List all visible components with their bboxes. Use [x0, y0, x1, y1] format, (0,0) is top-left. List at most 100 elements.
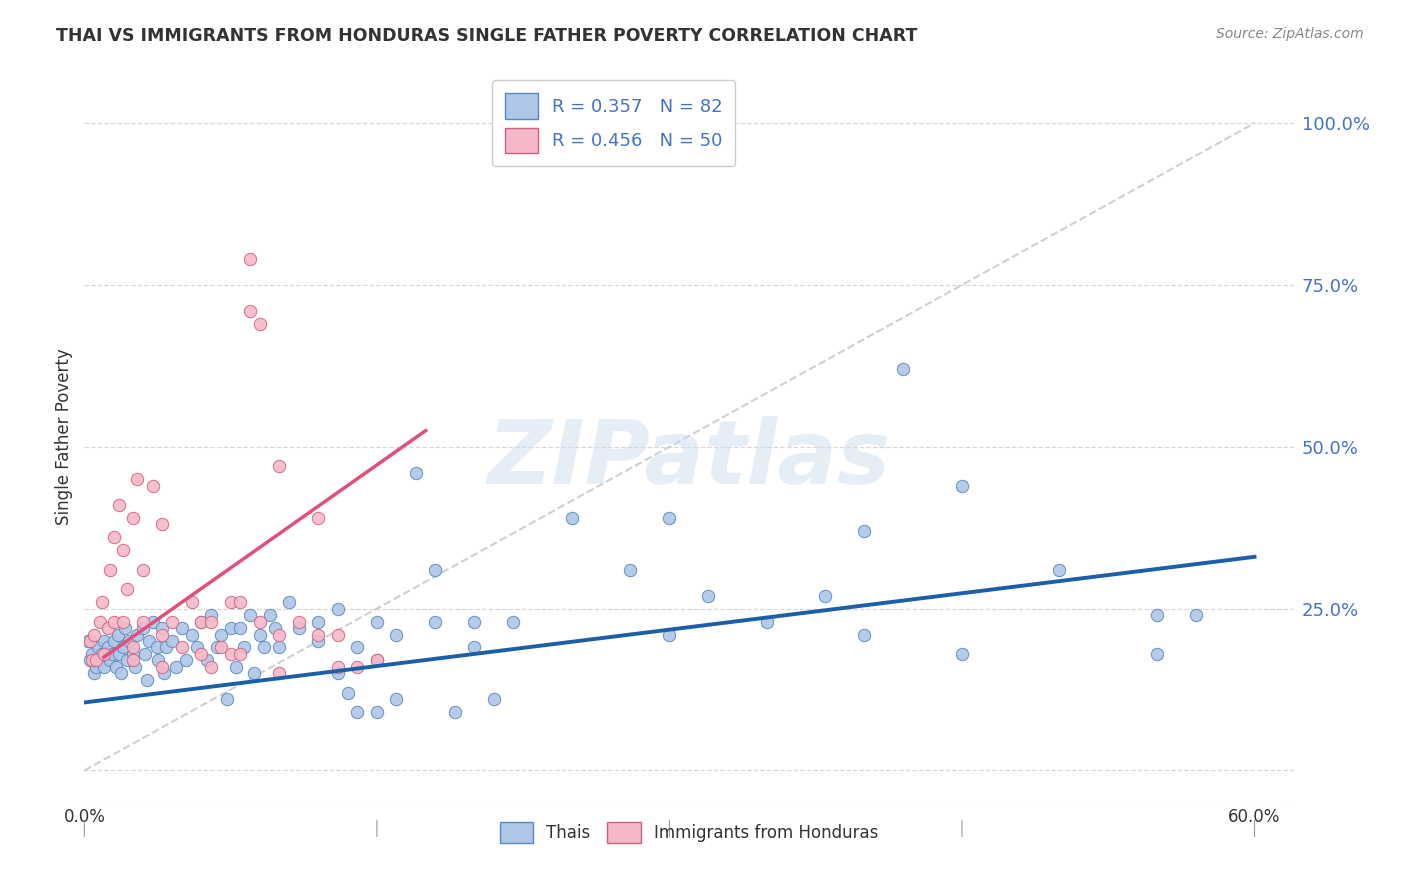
Point — [148, 653, 170, 667]
Point — [153, 666, 176, 681]
Point — [195, 653, 218, 667]
Point — [326, 601, 349, 615]
Point — [239, 608, 262, 623]
Point — [112, 640, 135, 655]
Point — [93, 660, 115, 674]
Point — [190, 615, 212, 629]
Point — [150, 627, 173, 641]
Point — [122, 647, 145, 661]
Point — [180, 627, 202, 641]
Point — [142, 478, 165, 492]
Point — [215, 692, 238, 706]
Point — [853, 524, 876, 538]
Point — [160, 615, 183, 629]
Point — [97, 621, 120, 635]
Point — [1185, 608, 1208, 623]
Point — [138, 634, 160, 648]
Y-axis label: Single Father Poverty: Single Father Poverty — [55, 349, 73, 525]
Point — [89, 653, 111, 667]
Point — [619, 563, 641, 577]
Point — [104, 660, 127, 674]
Point — [122, 511, 145, 525]
Point — [124, 660, 146, 674]
Point — [90, 647, 112, 661]
Point — [366, 615, 388, 629]
Point — [385, 692, 408, 706]
Point — [125, 472, 148, 486]
Text: THAI VS IMMIGRANTS FROM HONDURAS SINGLE FATHER POVERTY CORRELATION CHART: THAI VS IMMIGRANTS FROM HONDURAS SINGLE … — [56, 27, 918, 45]
Point — [269, 640, 291, 655]
Point — [110, 666, 132, 681]
Point — [84, 660, 107, 674]
Point — [307, 511, 329, 525]
Point — [150, 621, 173, 635]
Point — [658, 627, 681, 641]
Point — [249, 615, 271, 629]
Point — [97, 640, 120, 655]
Point — [269, 666, 291, 681]
Point — [160, 634, 183, 648]
Point — [346, 640, 368, 655]
Point — [253, 640, 276, 655]
Point — [82, 653, 104, 667]
Point — [893, 362, 915, 376]
Point — [103, 615, 125, 629]
Point — [89, 615, 111, 629]
Point — [502, 615, 524, 629]
Point — [755, 615, 778, 629]
Point — [190, 647, 212, 661]
Point — [108, 498, 131, 512]
Point — [83, 666, 105, 681]
Point — [118, 634, 141, 648]
Point — [170, 640, 193, 655]
Point — [79, 653, 101, 667]
Point — [444, 705, 467, 719]
Point — [336, 686, 359, 700]
Text: ZIPatlas: ZIPatlas — [488, 416, 890, 502]
Point — [170, 621, 193, 635]
Point — [950, 647, 973, 661]
Point — [288, 615, 311, 629]
Point — [425, 563, 447, 577]
Point — [269, 627, 291, 641]
Point — [122, 640, 145, 655]
Point — [200, 615, 222, 629]
Point — [1146, 608, 1168, 623]
Point — [225, 660, 247, 674]
Point — [200, 608, 222, 623]
Point — [658, 511, 681, 525]
Point — [219, 647, 242, 661]
Point — [125, 627, 148, 641]
Point — [239, 252, 262, 266]
Point — [307, 634, 329, 648]
Point — [103, 634, 125, 648]
Point — [269, 459, 291, 474]
Point — [405, 466, 427, 480]
Point — [385, 627, 408, 641]
Point — [145, 640, 167, 655]
Point — [155, 640, 177, 655]
Point — [98, 563, 121, 577]
Point — [117, 653, 139, 667]
Point — [82, 647, 104, 661]
Point — [79, 634, 101, 648]
Point — [249, 317, 271, 331]
Legend: Thais, Immigrants from Honduras: Thais, Immigrants from Honduras — [494, 815, 884, 849]
Point — [132, 621, 155, 635]
Point — [107, 627, 129, 641]
Point — [108, 647, 131, 661]
Point — [346, 705, 368, 719]
Point — [83, 627, 105, 641]
Point — [950, 478, 973, 492]
Point — [84, 653, 107, 667]
Point — [117, 582, 139, 597]
Point — [174, 653, 197, 667]
Point — [307, 615, 329, 629]
Point — [366, 653, 388, 667]
Point — [697, 589, 720, 603]
Point — [1049, 563, 1071, 577]
Point — [112, 615, 135, 629]
Point — [93, 647, 115, 661]
Point — [150, 517, 173, 532]
Text: Source: ZipAtlas.com: Source: ZipAtlas.com — [1216, 27, 1364, 41]
